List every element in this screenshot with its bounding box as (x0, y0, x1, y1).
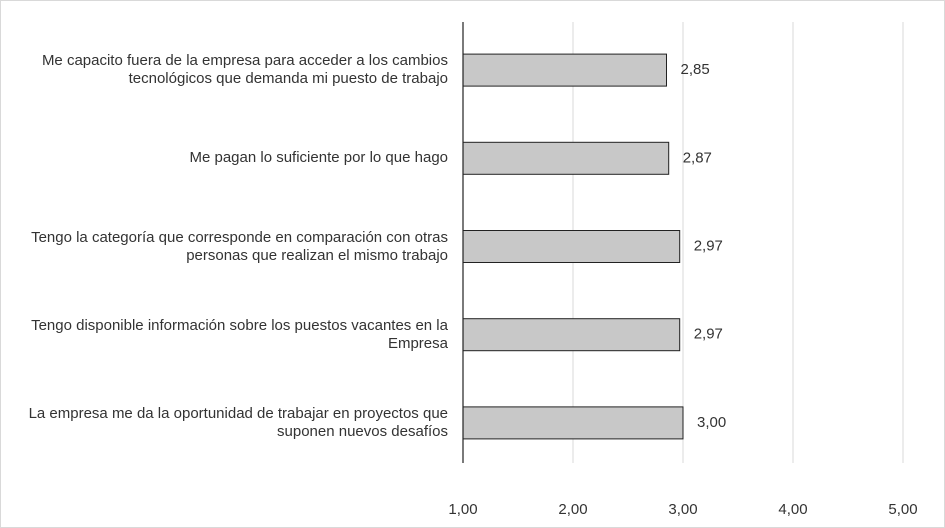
value-label: 2,85 (681, 61, 710, 78)
category-label-box: La empresa me da la oportunidad de traba… (10, 378, 448, 468)
value-label: 2,97 (694, 237, 723, 254)
category-label-box: Me pagan lo suficiente por lo que hago (10, 113, 448, 203)
x-tick-label: 1,00 (448, 501, 477, 518)
y-tick-label: Me capacito fuera de la empresa para acc… (41, 52, 448, 88)
bar (462, 141, 670, 175)
y-tick-label: Me pagan lo suficiente por lo que hago (189, 149, 448, 167)
value-label: 2,97 (694, 326, 723, 343)
bar (462, 318, 681, 352)
category-label-box: Tengo la categoría que corresponde en co… (10, 202, 448, 292)
bar (462, 230, 681, 263)
x-tick-label: 5,00 (888, 501, 917, 518)
category-label-box: Tengo disponible información sobre los p… (10, 290, 448, 380)
x-tick-label: 2,00 (558, 501, 587, 518)
y-tick-label: Tengo disponible información sobre los p… (31, 316, 448, 352)
bar (462, 53, 667, 87)
category-label-box: Me capacito fuera de la empresa para acc… (10, 25, 448, 115)
y-tick-label: Tengo la categoría que corresponde en co… (31, 228, 448, 264)
bar (462, 406, 684, 440)
x-tick-label: 3,00 (668, 501, 697, 518)
value-label: 2,87 (683, 149, 712, 166)
x-tick-label: 4,00 (778, 501, 807, 518)
value-label: 3,00 (697, 414, 726, 431)
y-tick-label: La empresa me da la oportunidad de traba… (28, 404, 448, 440)
